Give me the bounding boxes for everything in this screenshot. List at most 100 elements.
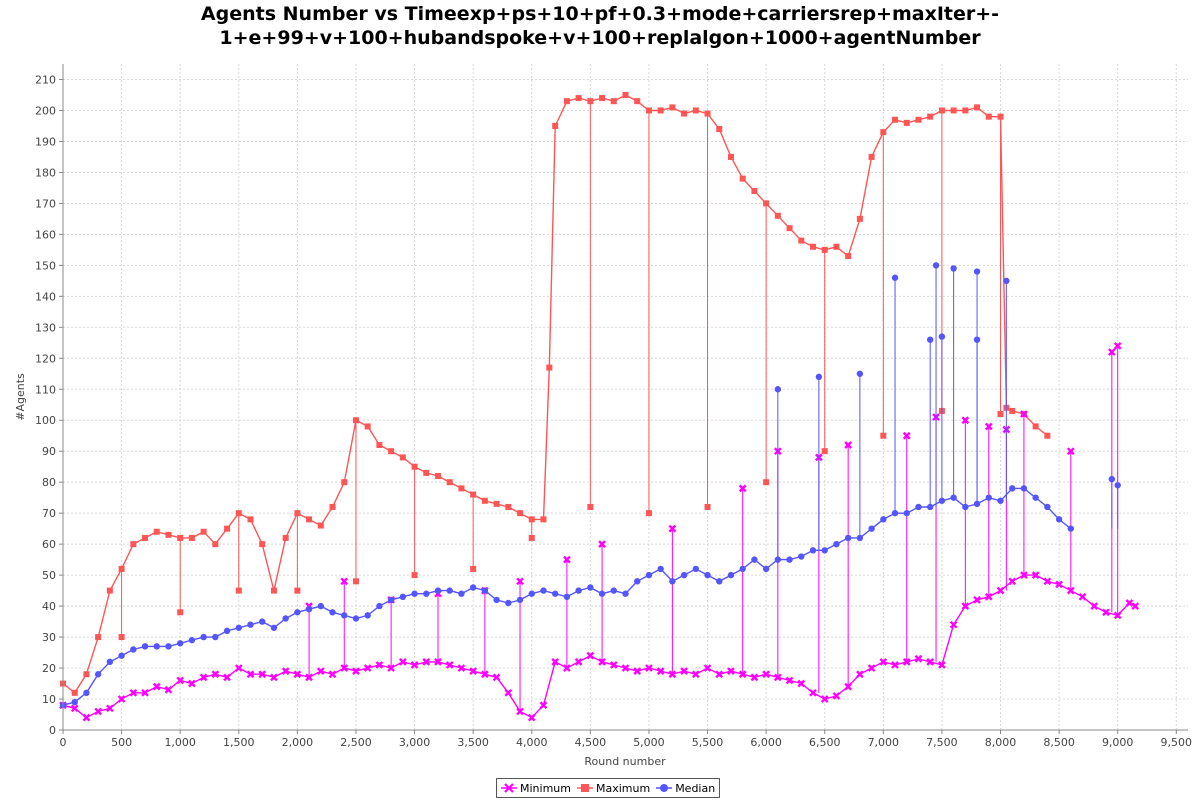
data-point-median xyxy=(200,633,207,641)
data-point-maximum xyxy=(435,472,441,479)
data-point-maximum xyxy=(903,119,910,126)
data-point-median xyxy=(903,509,910,517)
data-point-median xyxy=(774,556,782,563)
y-tick-label: 30 xyxy=(42,631,56,644)
data-point-maximum xyxy=(645,510,652,517)
data-point-minimum xyxy=(738,484,747,493)
data-point-maximum xyxy=(599,95,606,102)
data-point-minimum xyxy=(445,661,454,669)
data-point-minimum xyxy=(586,651,595,660)
data-point-median xyxy=(880,516,887,523)
data-point-maximum xyxy=(739,175,746,182)
y-tick-label: 190 xyxy=(35,135,56,148)
data-point-median xyxy=(938,497,946,504)
data-point-maximum xyxy=(645,107,652,114)
data-point-minimum xyxy=(211,670,220,679)
data-point-median xyxy=(411,590,418,597)
data-point-minimum xyxy=(563,664,571,672)
data-point-minimum xyxy=(199,673,208,682)
data-point-maximum xyxy=(376,442,383,449)
y-tick-label: 210 xyxy=(35,73,56,86)
data-point-minimum xyxy=(574,658,583,666)
data-point-median xyxy=(727,571,735,579)
x-tick-label: 1,000 xyxy=(164,736,196,749)
data-point-minimum xyxy=(680,667,688,675)
data-point-maximum xyxy=(235,510,242,517)
data-point-median xyxy=(516,596,524,604)
y-tick-label: 50 xyxy=(42,569,56,582)
y-tick-label: 150 xyxy=(35,259,56,272)
data-point-maximum xyxy=(927,113,934,120)
data-point-median xyxy=(540,587,547,594)
y-tick-label: 160 xyxy=(35,228,56,241)
data-point-maximum xyxy=(669,104,676,111)
data-point-median xyxy=(587,584,594,591)
y-axis-label: #Agents xyxy=(14,373,27,421)
data-point-maximum xyxy=(481,497,488,504)
data-point-median xyxy=(212,633,219,641)
data-point-maximum xyxy=(352,578,359,585)
data-point-minimum xyxy=(1125,599,1134,607)
data-point-median xyxy=(856,370,864,377)
data-point-maximum xyxy=(786,225,793,232)
data-point-minimum xyxy=(727,667,735,675)
data-point-maximum xyxy=(950,107,957,114)
data-point-median xyxy=(950,494,957,501)
data-point-minimum xyxy=(106,704,114,713)
data-point-median xyxy=(821,547,828,554)
data-point-median xyxy=(973,336,981,343)
data-point-minimum xyxy=(1090,602,1099,610)
data-point-maximum xyxy=(610,98,617,105)
data-point-median xyxy=(598,590,606,597)
data-point-median xyxy=(364,612,371,619)
data-point-maximum xyxy=(692,107,699,114)
x-tick-label: 1,500 xyxy=(223,736,255,749)
data-point-minimum xyxy=(563,555,571,564)
data-point-maximum xyxy=(751,188,758,195)
data-point-minimum xyxy=(609,661,618,669)
data-point-median xyxy=(809,547,817,554)
data-point-minimum xyxy=(691,670,700,679)
data-point-minimum xyxy=(633,667,642,675)
data-point-minimum xyxy=(1102,608,1110,617)
data-point-median xyxy=(1032,494,1039,501)
data-point-minimum xyxy=(340,664,349,672)
data-point-median xyxy=(610,587,617,594)
x-axis-label: Round number xyxy=(584,755,666,768)
data-point-minimum xyxy=(1131,602,1140,610)
data-point-minimum xyxy=(129,688,138,697)
data-point-minimum xyxy=(270,673,278,682)
data-point-maximum xyxy=(546,364,553,371)
legend-item-median: Median xyxy=(656,782,715,795)
data-point-minimum xyxy=(1078,592,1087,601)
data-point-median xyxy=(868,525,875,532)
data-point-median xyxy=(575,587,582,594)
data-point-median xyxy=(528,590,535,597)
data-point-median xyxy=(856,534,864,542)
data-point-maximum xyxy=(997,113,1004,120)
data-point-median xyxy=(997,497,1004,504)
y-tick-label: 90 xyxy=(42,445,56,458)
data-point-minimum xyxy=(539,701,548,710)
data-point-median xyxy=(434,587,442,594)
x-tick-label: 6,000 xyxy=(750,736,782,749)
data-point-maximum xyxy=(505,503,512,510)
data-point-minimum xyxy=(891,661,899,669)
data-point-minimum xyxy=(668,524,677,533)
legend-item-minimum: Minimum xyxy=(501,782,571,795)
data-point-maximum xyxy=(270,587,277,594)
data-point-median xyxy=(938,333,946,340)
legend-label-minimum: Minimum xyxy=(520,781,571,795)
legend: Minimum Maximum Median xyxy=(496,778,721,798)
data-point-minimum xyxy=(914,654,923,663)
data-point-median xyxy=(469,584,477,591)
y-tick-label: 0 xyxy=(49,724,56,737)
data-point-minimum xyxy=(387,664,395,672)
data-point-minimum xyxy=(656,667,665,675)
x-tick-label: 5,000 xyxy=(633,736,665,749)
data-point-maximum xyxy=(200,528,207,535)
legend-label-maximum: Maximum xyxy=(595,781,651,795)
data-point-median xyxy=(341,612,348,619)
x-tick-label: 5,500 xyxy=(692,736,724,749)
